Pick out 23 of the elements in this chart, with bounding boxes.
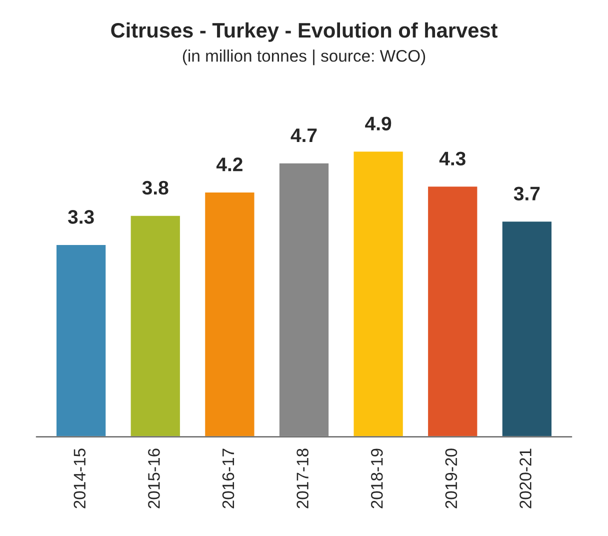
x-tick-label: 2017-18	[296, 448, 308, 508]
data-label: 4.2	[216, 158, 242, 172]
x-tick-label: 2014-15	[74, 448, 86, 508]
x-tick-label: 2016-17	[222, 448, 234, 508]
bar	[352, 150, 404, 437]
bar	[278, 162, 330, 437]
x-tick-label: 2015-16	[148, 448, 160, 508]
data-label: 3.8	[142, 180, 168, 195]
bar	[204, 191, 256, 437]
data-label: 3.3	[68, 210, 94, 224]
bar	[55, 244, 108, 437]
data-label: 3.7	[514, 186, 540, 200]
x-tick-label: 2018-19	[370, 448, 383, 508]
data-label: 4.9	[365, 116, 392, 130]
data-label: 4.7	[290, 128, 317, 142]
chart-subtitle: (in million tonnes | source: WCO)	[182, 50, 426, 66]
bar	[500, 220, 553, 437]
data-label: 4.3	[439, 152, 466, 166]
chart-title: Citruses - Turkey - Evolution of harvest	[111, 22, 498, 42]
bar	[426, 185, 479, 437]
x-tick-label: 2020-21	[520, 448, 532, 508]
x-tick-label: 2019-20	[445, 448, 458, 508]
bar	[129, 214, 182, 437]
